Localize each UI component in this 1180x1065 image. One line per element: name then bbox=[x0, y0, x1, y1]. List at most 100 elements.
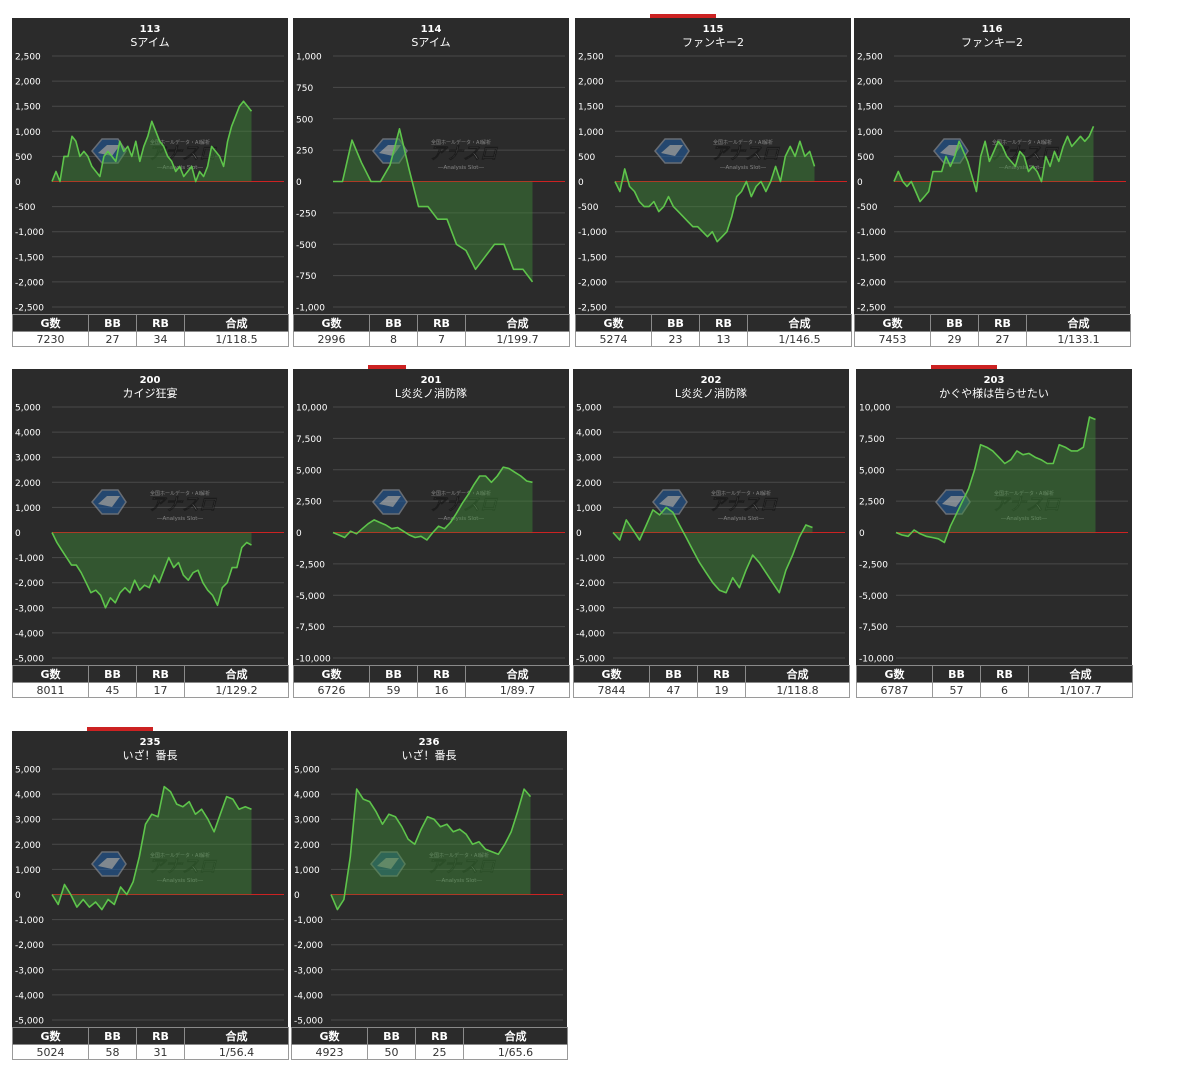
y-tick-label: -5,000 bbox=[15, 1017, 44, 1027]
y-tick-label: -2,500 bbox=[15, 304, 44, 314]
y-tick-label: -1,000 bbox=[15, 228, 44, 238]
y-tick-label: -1,500 bbox=[857, 253, 886, 263]
machine-card: 203 かぐや様は告らせたい 10,000 7,500 5,000 2,500 0 -2,50… bbox=[856, 365, 1133, 698]
y-tick-label: 7,500 bbox=[296, 435, 322, 445]
y-tick-label: 5,000 bbox=[576, 404, 602, 414]
y-tick-label: 0 bbox=[294, 891, 300, 901]
bb-count: 50 bbox=[367, 1044, 416, 1060]
svg-text:全国ホールデータ・AI解析: 全国ホールデータ・AI解析 bbox=[150, 490, 210, 497]
header-combined: 合成 bbox=[184, 314, 289, 332]
machine-name: L炎炎ノ消防隊 bbox=[395, 386, 467, 400]
y-tick-label: 500 bbox=[296, 115, 313, 125]
rb-count: 13 bbox=[699, 331, 748, 347]
series-area bbox=[615, 141, 815, 242]
combined-rate: 1/89.7 bbox=[465, 682, 570, 698]
y-tick-label: -2,500 bbox=[578, 304, 607, 314]
header-combined: 合成 bbox=[745, 665, 850, 683]
chart-panel: 113 Sアイム 2,500 2,000 1,500 1,000 500 0 -500 -1,00… bbox=[12, 18, 288, 314]
y-tick-label: 1,000 bbox=[294, 866, 320, 876]
y-tick-label: -3,000 bbox=[576, 604, 605, 614]
chart-panel: 115 ファンキー2 2,500 2,000 1,500 1,000 500 0 -500 -1,… bbox=[575, 14, 851, 314]
machine-card: 236 いざ！番長 5,000 4,000 3,000 2,000 1,000 0 -1,000… bbox=[291, 731, 568, 1060]
header-combined: 合成 bbox=[1028, 665, 1133, 683]
y-tick-label: -4,000 bbox=[15, 629, 44, 639]
series-area bbox=[52, 101, 252, 182]
chart-panel: 200 カイジ狂宴 5,000 4,000 3,000 2,000 1,000 0 -1,000… bbox=[12, 369, 288, 665]
y-tick-label: -1,000 bbox=[296, 304, 325, 314]
chart-panel: 201 L炎炎ノ消防隊 10,000 7,500 5,000 2,500 0 -2,500 -5… bbox=[293, 365, 569, 665]
header-games: G数 bbox=[293, 665, 370, 683]
y-tick-label: 4,000 bbox=[576, 429, 602, 439]
bb-count: 29 bbox=[930, 331, 979, 347]
series-line bbox=[612, 506, 813, 594]
machine-number: 235 bbox=[140, 737, 161, 748]
machine-name: いざ！番長 bbox=[402, 748, 457, 762]
svg-text:アナスロ: アナスロ bbox=[148, 857, 217, 877]
rb-count: 7 bbox=[417, 331, 466, 347]
y-tick-label: 1,500 bbox=[15, 103, 41, 113]
svg-text:―Analysis Slot―: ―Analysis Slot― bbox=[438, 165, 484, 171]
y-tick-label: -500 bbox=[15, 203, 36, 213]
bb-count: 57 bbox=[932, 682, 981, 698]
rb-count: 6 bbox=[980, 682, 1029, 698]
bb-count: 59 bbox=[369, 682, 418, 698]
y-tick-label: 750 bbox=[296, 84, 313, 94]
svg-text:―Analysis Slot―: ―Analysis Slot― bbox=[157, 878, 203, 884]
series-area bbox=[613, 507, 813, 593]
svg-text:全国ホールデータ・AI解析: 全国ホールデータ・AI解析 bbox=[431, 490, 491, 497]
header-games: G数 bbox=[293, 314, 370, 332]
y-tick-label: 3,000 bbox=[294, 816, 320, 826]
svg-text:アナスロ: アナスロ bbox=[992, 495, 1061, 515]
machine-card: 235 いざ！番長 5,000 4,000 3,000 2,000 1,000 0 -1,000… bbox=[12, 727, 289, 1060]
y-tick-label: 0 bbox=[296, 529, 302, 539]
y-tick-label: -5,000 bbox=[859, 592, 888, 602]
stats-table: G数 BB RB 合成 5024 58 31 1/56.4 bbox=[12, 1027, 289, 1060]
header-games: G数 bbox=[854, 314, 931, 332]
series-line bbox=[893, 125, 1095, 203]
series-line bbox=[330, 788, 532, 911]
combined-rate: 1/65.6 bbox=[463, 1044, 568, 1060]
series-line bbox=[333, 128, 534, 283]
machine-card: 113 Sアイム 2,500 2,000 1,500 1,000 500 0 -500 -1,00… bbox=[12, 18, 289, 347]
svg-text:―Analysis Slot―: ―Analysis Slot― bbox=[438, 516, 484, 522]
machine-name: Sアイム bbox=[411, 36, 450, 49]
header-games: G数 bbox=[856, 665, 933, 683]
games-count: 8011 bbox=[12, 682, 89, 698]
bb-count: 45 bbox=[88, 682, 137, 698]
series-area bbox=[52, 532, 252, 608]
bb-count: 23 bbox=[651, 331, 700, 347]
y-tick-label: 1,000 bbox=[15, 866, 41, 876]
series-area bbox=[894, 126, 1094, 202]
svg-text:全国ホールデータ・AI解析: 全国ホールデータ・AI解析 bbox=[994, 490, 1054, 497]
machine-number: 203 bbox=[984, 375, 1005, 386]
y-tick-label: 5,000 bbox=[296, 466, 322, 476]
y-tick-label: 3,000 bbox=[576, 454, 602, 464]
y-tick-label: -3,000 bbox=[15, 604, 44, 614]
machine-card: 114 Sアイム 1,000 750 500 250 0 -250 -500 -750 -1,000… bbox=[293, 18, 570, 347]
stats-table: G数 BB RB 合成 6726 59 16 1/89.7 bbox=[293, 665, 570, 698]
header-games: G数 bbox=[12, 1027, 89, 1045]
games-count: 5274 bbox=[575, 331, 652, 347]
series-line bbox=[332, 466, 533, 541]
y-tick-label: 2,000 bbox=[576, 479, 602, 489]
stats-table: G数 BB RB 合成 6787 57 6 1/107.7 bbox=[856, 665, 1133, 698]
y-tick-label: -500 bbox=[578, 203, 599, 213]
header-games: G数 bbox=[12, 665, 89, 683]
highlight-bar bbox=[650, 14, 716, 18]
stats-table: G数 BB RB 合成 2996 8 7 1/199.7 bbox=[293, 314, 570, 347]
combined-rate: 1/118.8 bbox=[745, 682, 850, 698]
y-tick-label: 2,000 bbox=[15, 841, 41, 851]
bb-count: 47 bbox=[649, 682, 698, 698]
y-tick-label: -4,000 bbox=[294, 991, 323, 1001]
highlight-bar bbox=[87, 727, 153, 731]
header-bb: BB bbox=[88, 314, 137, 332]
